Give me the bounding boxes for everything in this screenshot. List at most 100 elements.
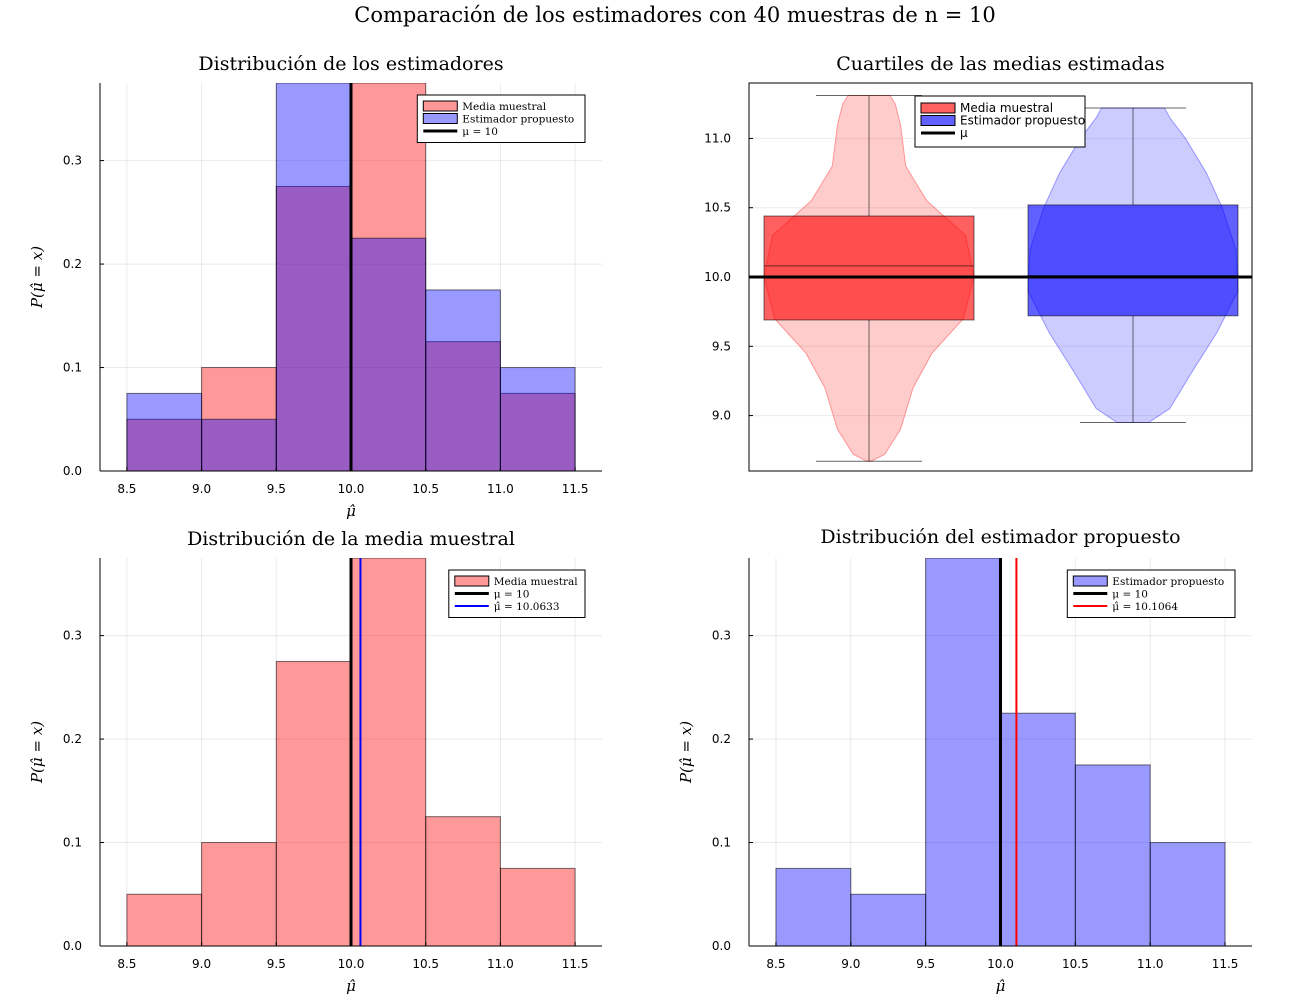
histogram-bar <box>775 867 852 946</box>
y-tick-label: 0.1 <box>63 361 82 375</box>
x-tick-label: 8.5 <box>117 957 136 971</box>
x-tick-label: 8.5 <box>117 482 136 496</box>
panel-title: Distribución de la media muestral <box>187 528 515 550</box>
panel-1: Distribución de los estimadores 8.5 9.0 9.5… <box>28 53 602 520</box>
histogram-bar <box>425 816 501 946</box>
y-tick-label: 0.2 <box>712 732 731 746</box>
y-tick-label: 10.5 <box>704 201 731 215</box>
plot-area <box>749 94 1252 462</box>
legend-swatch <box>422 113 458 124</box>
legend-label: Media muestral <box>462 101 546 113</box>
x-tick-label: 9.5 <box>267 957 286 971</box>
histogram-bar <box>350 558 427 946</box>
histogram-bar <box>126 893 203 946</box>
histogram-bar <box>1000 712 1076 946</box>
x-tick-label: 10.5 <box>412 482 439 496</box>
legend-box <box>416 94 586 143</box>
y-tick-label: 9.5 <box>712 339 731 353</box>
histogram-bar <box>1074 764 1151 946</box>
legend-label: Estimador propuesto <box>960 114 1085 128</box>
y-axis-label: P(μ̂ = x) <box>28 721 46 784</box>
x-tick-label: 9.0 <box>192 482 211 496</box>
y-tick-label: 11.0 <box>704 131 731 145</box>
x-tick-label: 10.5 <box>412 957 439 971</box>
x-tick-label: 11.5 <box>562 957 589 971</box>
legend-label: μ̂ = 10.0633 <box>494 601 560 613</box>
x-tick-label: 9.5 <box>267 482 286 496</box>
x-tick-label: 10.0 <box>338 482 365 496</box>
y-tick-label: 0.0 <box>712 939 731 953</box>
x-tick-label: 9.0 <box>192 957 211 971</box>
x-tick-label: 8.5 <box>766 957 785 971</box>
y-tick-label: 0.3 <box>712 629 731 643</box>
histogram-bar <box>126 392 203 471</box>
quartile-box <box>1027 204 1239 317</box>
x-tick-label: 11.0 <box>487 482 514 496</box>
panel-title: Cuartiles de las medias estimadas <box>836 53 1165 75</box>
histogram-bar <box>201 842 277 946</box>
x-tick-label: 9.5 <box>916 957 935 971</box>
x-tick-label: 10.0 <box>338 957 365 971</box>
panel-4: Distribución del estimador propuesto 8.5 9… <box>677 526 1252 995</box>
legend-label: μ = 10 <box>1112 589 1148 601</box>
legend-label: Media muestral <box>960 101 1053 115</box>
legend-swatch <box>422 100 458 112</box>
histogram-bar <box>925 558 1001 946</box>
y-tick-label: 0.1 <box>63 836 82 850</box>
x-tick-label: 11.5 <box>562 482 589 496</box>
histogram-bar <box>499 392 576 471</box>
x-axis-label: μ̂ <box>346 977 356 995</box>
panels: Distribución de los estimadores 8.5 9.0 9.5… <box>28 53 1253 995</box>
legend-swatch <box>920 102 956 114</box>
plot-area <box>749 558 1252 946</box>
x-tick-label: 10.5 <box>1062 957 1089 971</box>
histogram-bar <box>201 418 277 471</box>
x-tick-label: 11.5 <box>1212 957 1239 971</box>
x-tick-label: 11.0 <box>487 957 514 971</box>
histogram-bar <box>499 867 576 946</box>
legend-swatch <box>454 575 490 587</box>
legend-label: μ = 10 <box>462 126 498 138</box>
y-tick-label: 0.1 <box>712 836 731 850</box>
legend-label: Media muestral <box>494 576 578 588</box>
y-tick-label: 0.3 <box>63 629 82 643</box>
histogram-bar <box>499 367 576 471</box>
legend-swatch <box>1072 575 1108 587</box>
legend-label: Estimador propuesto <box>462 114 574 126</box>
y-axis-label: P(μ̂ = x) <box>28 246 46 309</box>
plot-area <box>100 558 602 946</box>
y-tick-label: 0.3 <box>63 154 82 168</box>
y-tick-label: 0.2 <box>63 732 82 746</box>
y-tick-label: 0.0 <box>63 464 82 478</box>
panel-2: Cuartiles de las medias estimadas 9.0 9.5 1… <box>704 53 1253 472</box>
panel-title: Distribución de los estimadores <box>198 53 503 75</box>
x-tick-label: 10.0 <box>987 957 1014 971</box>
panel-title: Distribución del estimador propuesto <box>820 526 1180 548</box>
histogram-bar <box>275 660 352 946</box>
legend-label: μ = 10 <box>494 589 530 601</box>
panel-3: Distribución de la media muestral 8.5 9.0 9… <box>28 528 602 995</box>
histogram-bar <box>425 341 501 471</box>
y-tick-label: 0.2 <box>63 257 82 271</box>
x-axis-label: μ̂ <box>346 502 356 520</box>
y-tick-label: 0.0 <box>63 939 82 953</box>
y-tick-label: 10.0 <box>704 270 731 284</box>
x-axis-label: μ̂ <box>996 977 1006 995</box>
legend-label: μ̂ = 10.1064 <box>1112 601 1178 613</box>
x-tick-label: 9.0 <box>841 957 860 971</box>
y-tick-label: 9.0 <box>712 409 731 423</box>
legend-label: μ <box>960 126 968 140</box>
histogram-bar <box>425 289 501 471</box>
histogram-bar <box>850 893 927 946</box>
histogram-bar <box>350 237 427 471</box>
histogram-bar <box>275 83 352 471</box>
histogram-bar <box>1149 842 1226 946</box>
legend-swatch <box>920 115 956 126</box>
figure-suptitle: Comparación de los estimadores con 40 mu… <box>354 3 995 27</box>
x-tick-label: 11.0 <box>1137 957 1164 971</box>
